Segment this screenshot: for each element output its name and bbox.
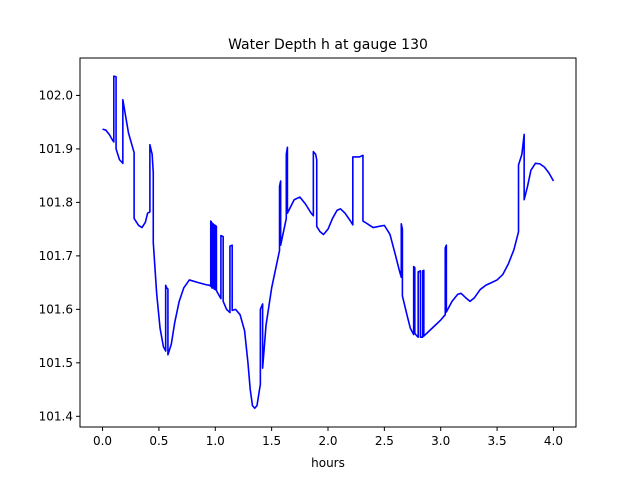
y-tick-label: 101.6 [39, 302, 73, 316]
x-tick-label: 3.5 [488, 434, 507, 448]
series-line-0 [102, 75, 555, 410]
x-tick-label: 3.0 [431, 434, 450, 448]
y-tick-label: 101.8 [39, 195, 73, 209]
plot-frame [79, 57, 577, 428]
x-tick-label: 2.0 [318, 434, 337, 448]
chart-title: Water Depth h at gauge 130 [228, 37, 428, 53]
y-tick-label: 102.0 [39, 88, 73, 102]
x-tick-label: 0.5 [149, 434, 168, 448]
x-tick-label: 1.5 [262, 434, 281, 448]
y-tick-label: 101.9 [39, 142, 73, 156]
x-axis-label: hours [311, 456, 345, 470]
plot-area [102, 75, 555, 410]
y-tick-label: 101.4 [39, 409, 73, 423]
x-tick-label: 0.0 [93, 434, 112, 448]
x-tick-label: 4.0 [544, 434, 563, 448]
y-tick-label: 101.5 [39, 356, 73, 370]
axes-ticks: 0.0 0.5 1.0 1.5 2.0 2.5 3.0 3.5 4.0 101.4 101.5 101… [39, 88, 563, 448]
x-tick-label: 1.0 [206, 434, 225, 448]
x-tick-label: 2.5 [375, 434, 394, 448]
y-tick-label: 101.7 [39, 249, 73, 263]
